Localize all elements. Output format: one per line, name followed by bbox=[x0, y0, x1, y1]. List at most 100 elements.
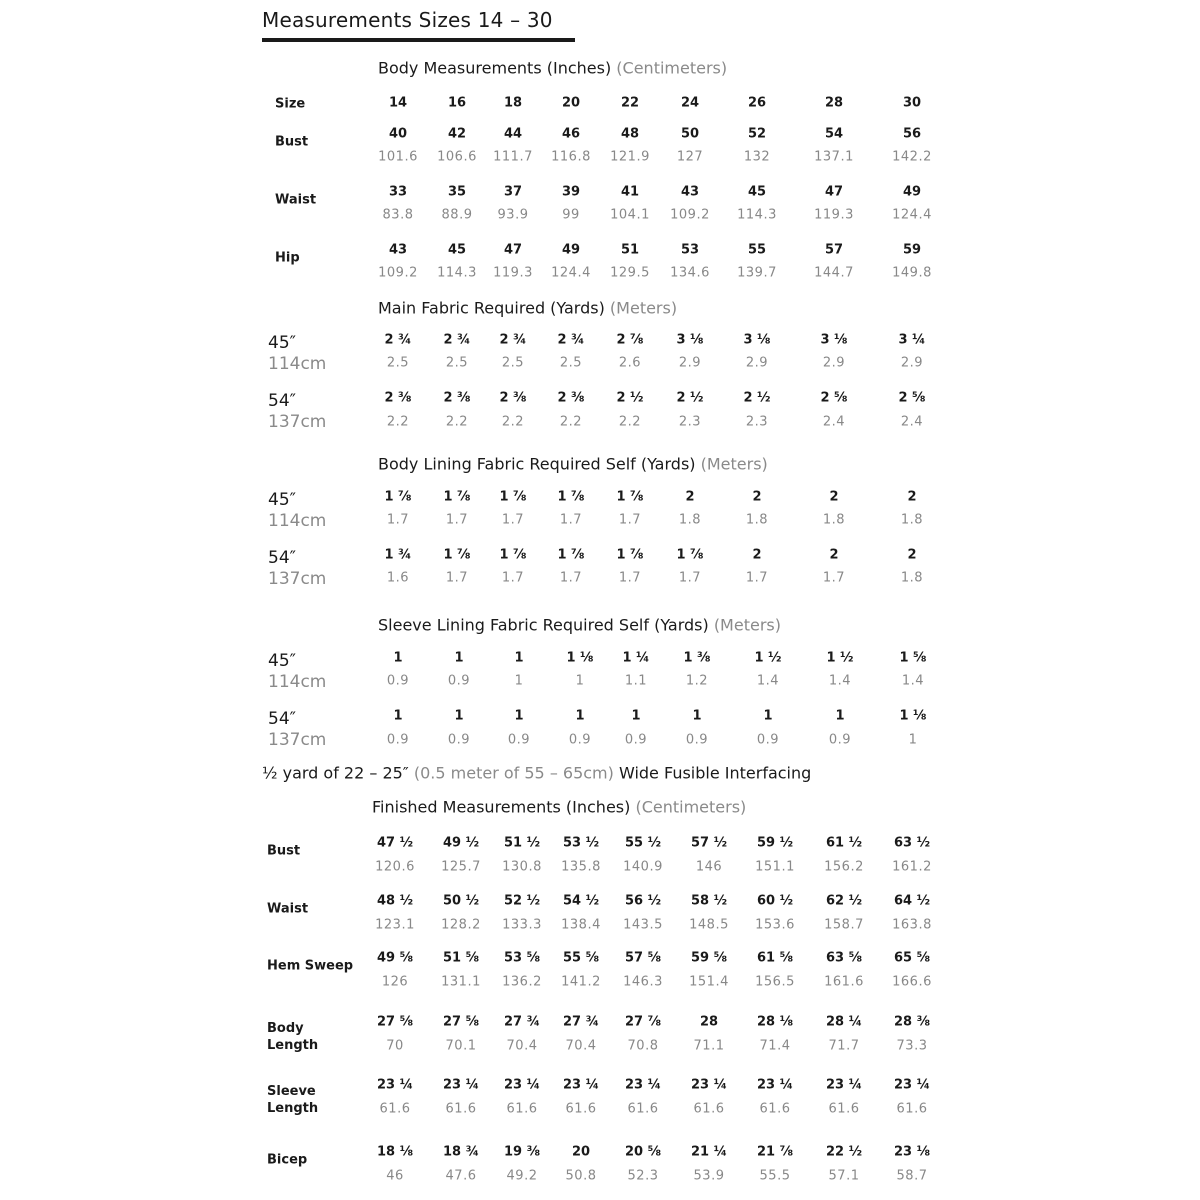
value-metric: 141.2 bbox=[561, 974, 601, 990]
value-inches: 23 ⅛ bbox=[893, 1144, 931, 1160]
fabric-width-label: 45″ 114cm bbox=[268, 651, 326, 693]
size-header: 20 bbox=[561, 95, 581, 111]
value-metric: 1 bbox=[908, 732, 918, 748]
value-metric: 1 bbox=[575, 673, 585, 689]
size-header: 26 bbox=[747, 95, 767, 111]
value-inches: 46 bbox=[561, 126, 581, 142]
value-metric: 148.5 bbox=[689, 917, 729, 933]
value-metric: 71.1 bbox=[693, 1038, 725, 1054]
value-metric: 126 bbox=[381, 974, 409, 990]
value-metric: 151.1 bbox=[755, 859, 795, 875]
value-inches: 23 ¼ bbox=[893, 1077, 931, 1093]
page-title: Measurements Sizes 14 – 30 bbox=[262, 8, 553, 32]
value-inches: 47 bbox=[824, 184, 844, 200]
value-metric: 2.2 bbox=[445, 414, 469, 430]
value-inches: 47 bbox=[503, 242, 523, 258]
label-line: Bicep bbox=[267, 1152, 308, 1168]
row-label-hip: Hip bbox=[275, 250, 300, 265]
value-inches: 2 ¾ bbox=[557, 332, 585, 348]
title-underline bbox=[262, 38, 575, 42]
value-inches: 56 bbox=[902, 126, 922, 142]
value-metric: 2.5 bbox=[559, 355, 583, 371]
width-inches: 54″ bbox=[268, 548, 296, 568]
value-metric: 1.7 bbox=[386, 512, 410, 528]
value-metric: 0.9 bbox=[447, 673, 471, 689]
value-metric: 70 bbox=[386, 1038, 404, 1054]
value-inches: 1 ⅞ bbox=[499, 547, 527, 563]
value-inches: 1 ⅞ bbox=[676, 547, 704, 563]
value-inches: 55 ⅝ bbox=[562, 950, 600, 966]
width-inches: 45″ bbox=[268, 490, 296, 510]
width-inches: 45″ bbox=[268, 333, 296, 353]
value-metric: 1.7 bbox=[745, 570, 769, 586]
body-lining-heading: Body Lining Fabric Required Self (Yards)… bbox=[378, 455, 768, 474]
value-inches: 51 bbox=[620, 242, 640, 258]
value-metric: 0.9 bbox=[624, 732, 648, 748]
value-inches: 2 ⅜ bbox=[499, 390, 527, 406]
section-unit: (Centimeters) bbox=[635, 797, 747, 817]
value-metric: 2.9 bbox=[900, 355, 924, 371]
value-inches: 28 bbox=[699, 1014, 719, 1030]
value-inches: 2 bbox=[829, 489, 839, 505]
value-metric: 121.9 bbox=[610, 149, 650, 165]
value-inches: 22 ½ bbox=[825, 1144, 863, 1160]
interfacing-note: ½ yard of 22 – 25″ (0.5 meter of 55 – 65… bbox=[262, 764, 811, 783]
size-header: 22 bbox=[620, 95, 640, 111]
value-inches: 3 ⅛ bbox=[743, 332, 771, 348]
value-inches: 2 ½ bbox=[616, 390, 644, 406]
value-inches: 1 ⅞ bbox=[557, 547, 585, 563]
value-inches: 20 ⅝ bbox=[624, 1144, 662, 1160]
value-inches: 49 ½ bbox=[442, 835, 480, 851]
value-inches: 3 ⅛ bbox=[820, 332, 848, 348]
value-inches: 2 ⅜ bbox=[384, 390, 412, 406]
value-metric: 2.6 bbox=[618, 355, 642, 371]
value-metric: 139.7 bbox=[737, 265, 777, 281]
value-inches: 2 bbox=[907, 547, 917, 563]
value-metric: 140.9 bbox=[623, 859, 663, 875]
value-metric: 1.4 bbox=[828, 673, 852, 689]
value-metric: 61.6 bbox=[828, 1101, 860, 1117]
value-inches: 2 ⅝ bbox=[898, 390, 926, 406]
value-metric: 53.9 bbox=[693, 1168, 725, 1184]
label-line: Hem Sweep bbox=[267, 958, 354, 974]
value-inches: 1 bbox=[393, 708, 403, 724]
value-metric: 0.9 bbox=[386, 732, 410, 748]
value-metric: 1.1 bbox=[624, 673, 648, 689]
value-inches: 1 bbox=[454, 650, 464, 666]
value-inches: 1 bbox=[393, 650, 403, 666]
value-metric: 142.2 bbox=[892, 149, 932, 165]
size-header: 24 bbox=[680, 95, 700, 111]
value-metric: 2.5 bbox=[386, 355, 410, 371]
width-cm: 137cm bbox=[268, 730, 327, 750]
fabric-width-label: 54″ 137cm bbox=[268, 391, 326, 433]
value-inches: 53 ⅝ bbox=[503, 950, 541, 966]
value-metric: 158.7 bbox=[824, 917, 864, 933]
value-metric: 128.2 bbox=[441, 917, 481, 933]
value-inches: 58 ½ bbox=[690, 893, 728, 909]
value-metric: 2.2 bbox=[559, 414, 583, 430]
body-measurements-heading: Body Measurements (Inches) (Centimeters) bbox=[378, 59, 727, 78]
label-line: Length bbox=[267, 1038, 319, 1053]
size-label: Size bbox=[275, 96, 306, 112]
value-inches: 23 ¼ bbox=[376, 1077, 414, 1093]
value-metric: 0.9 bbox=[828, 732, 852, 748]
value-metric: 149.8 bbox=[892, 265, 932, 281]
value-metric: 1.7 bbox=[559, 570, 583, 586]
value-metric: 71.4 bbox=[759, 1038, 791, 1054]
value-metric: 57.1 bbox=[828, 1168, 860, 1184]
value-inches: 44 bbox=[503, 126, 523, 142]
value-metric: 61.6 bbox=[759, 1101, 791, 1117]
value-metric: 2.3 bbox=[678, 414, 702, 430]
label-line: Body bbox=[267, 1021, 304, 1036]
value-inches: 49 bbox=[902, 184, 922, 200]
value-metric: 156.5 bbox=[755, 974, 795, 990]
section-title: Sleeve Lining Fabric Required Self (Yard… bbox=[378, 615, 714, 635]
section-title: Body Measurements (Inches) bbox=[378, 58, 617, 78]
value-metric: 70.4 bbox=[506, 1038, 538, 1054]
value-inches: 35 bbox=[447, 184, 467, 200]
value-metric: 1.8 bbox=[745, 512, 769, 528]
value-inches: 18 ¾ bbox=[442, 1144, 480, 1160]
value-metric: 136.2 bbox=[502, 974, 542, 990]
value-inches: 21 ⅞ bbox=[756, 1144, 794, 1160]
value-metric: 1.7 bbox=[445, 512, 469, 528]
